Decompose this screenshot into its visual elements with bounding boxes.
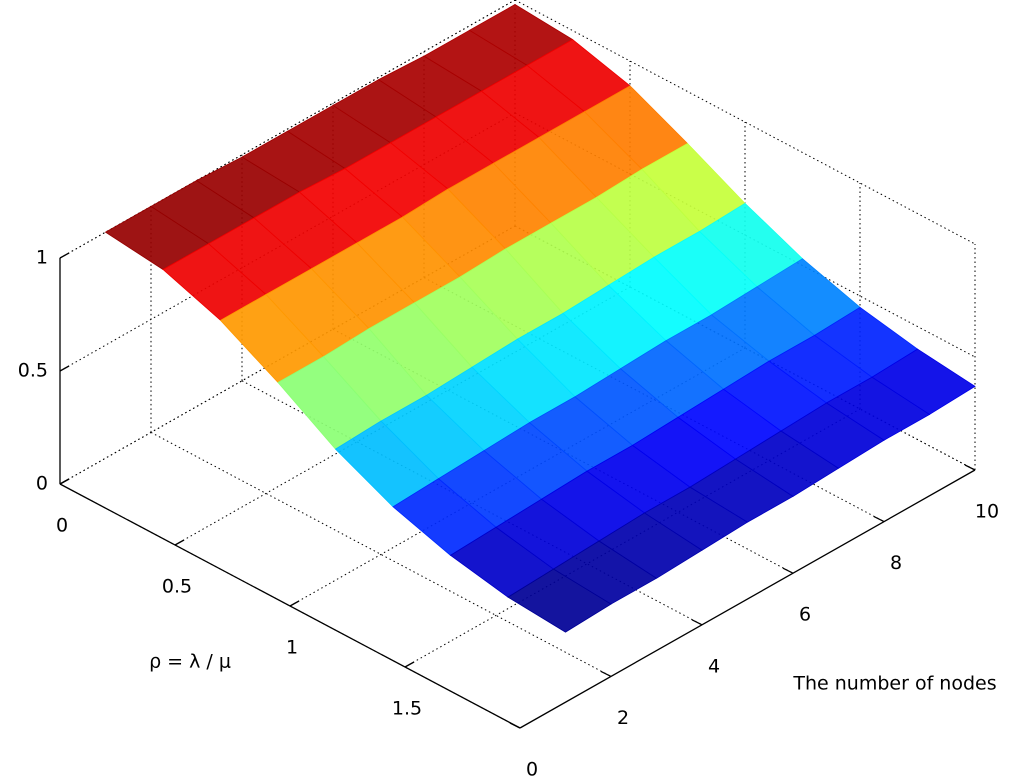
surface-patch	[507, 568, 612, 633]
box-edge	[59, 0, 516, 259]
y-tick	[509, 722, 521, 729]
z-tick-label: 0	[36, 473, 48, 495]
grid-line	[514, 0, 976, 245]
z-tick-label: 1	[36, 247, 48, 269]
y-tick	[782, 567, 794, 574]
y-axis-label: The number of nodes	[792, 673, 996, 695]
x-tick-label: 1	[286, 637, 298, 659]
z-tick	[59, 365, 70, 372]
y-tick-label: 0	[526, 759, 538, 780]
y-tick-label: 4	[708, 655, 720, 677]
x-tick	[404, 661, 415, 668]
x-tick-label: 0.5	[162, 576, 192, 598]
y-tick-label: 8	[890, 552, 902, 574]
x-tick	[174, 539, 185, 546]
y-axis	[519, 469, 976, 729]
x-tick	[289, 600, 300, 607]
x-tick-label: 0	[56, 515, 68, 537]
y-tick	[964, 464, 976, 471]
y-tick	[600, 670, 612, 677]
y-tick	[691, 619, 703, 626]
x-axis-label: ρ = λ / μ	[149, 651, 231, 673]
y-tick	[873, 516, 885, 523]
x-tick	[59, 478, 70, 485]
y-tick-label: 6	[799, 604, 811, 626]
y-tick-label: 10	[975, 501, 999, 523]
grid-line	[150, 431, 612, 677]
z-tick	[59, 252, 70, 259]
z-tick-label: 0.5	[18, 360, 48, 382]
surface	[104, 4, 976, 633]
x-tick-label: 1.5	[392, 698, 422, 720]
y-tick-label: 2	[617, 707, 629, 729]
